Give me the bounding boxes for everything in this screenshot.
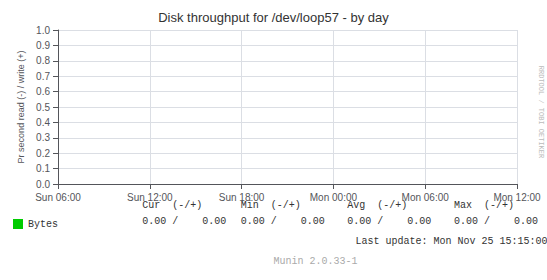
svg-text:Sun 18:00: Sun 18:00 xyxy=(219,192,265,203)
svg-text:0.00 / 0.00: 0.00 / 0.00 xyxy=(454,216,538,227)
svg-text:0.00 / 0.00: 0.00 / 0.00 xyxy=(142,216,226,227)
svg-text:RRDTOOL / TOBI OETIKER: RRDTOOL / TOBI OETIKER xyxy=(537,66,545,159)
svg-text:Sun 12:00: Sun 12:00 xyxy=(127,192,173,203)
svg-text:0.1: 0.1 xyxy=(36,163,50,174)
svg-text:0.8: 0.8 xyxy=(36,55,50,66)
svg-text:Pr second read (-) / write (+): Pr second read (-) / write (+) xyxy=(16,51,26,164)
svg-text:0.0: 0.0 xyxy=(36,179,50,190)
svg-text:Munin 2.0.33-1: Munin 2.0.33-1 xyxy=(273,256,357,267)
svg-text:Bytes: Bytes xyxy=(28,219,58,230)
svg-text:0.9: 0.9 xyxy=(36,40,50,51)
svg-text:0.6: 0.6 xyxy=(36,86,50,97)
svg-text:Cur (-/+): Cur (-/+) xyxy=(142,199,203,211)
svg-text:Avg (-/+): Avg (-/+) xyxy=(347,199,408,211)
svg-text:0.4: 0.4 xyxy=(36,117,50,128)
svg-text:0.7: 0.7 xyxy=(36,71,50,82)
svg-text:Mon 00:00: Mon 00:00 xyxy=(310,192,358,203)
svg-text:Min (-/+): Min (-/+) xyxy=(240,199,301,211)
svg-text:0.3: 0.3 xyxy=(36,132,50,143)
svg-text:0.00 / 0.00: 0.00 / 0.00 xyxy=(241,216,325,227)
svg-text:Mon 06:00: Mon 06:00 xyxy=(402,192,450,203)
svg-text:Mon 12:00: Mon 12:00 xyxy=(493,192,541,203)
svg-text:Max (-/+): Max (-/+) xyxy=(454,199,514,211)
svg-text:Last update: Mon Nov 25 15:15:: Last update: Mon Nov 25 15:15:00 2024 xyxy=(356,236,547,247)
svg-text:0.2: 0.2 xyxy=(36,148,50,159)
svg-text:Sun 06:00: Sun 06:00 xyxy=(35,192,81,203)
svg-text:0.00 / 0.00: 0.00 / 0.00 xyxy=(347,216,431,227)
svg-text:Disk throughput for /dev/loop5: Disk throughput for /dev/loop57 - by day xyxy=(158,10,389,25)
svg-text:1.0: 1.0 xyxy=(36,25,50,36)
svg-text:0.5: 0.5 xyxy=(36,102,50,113)
